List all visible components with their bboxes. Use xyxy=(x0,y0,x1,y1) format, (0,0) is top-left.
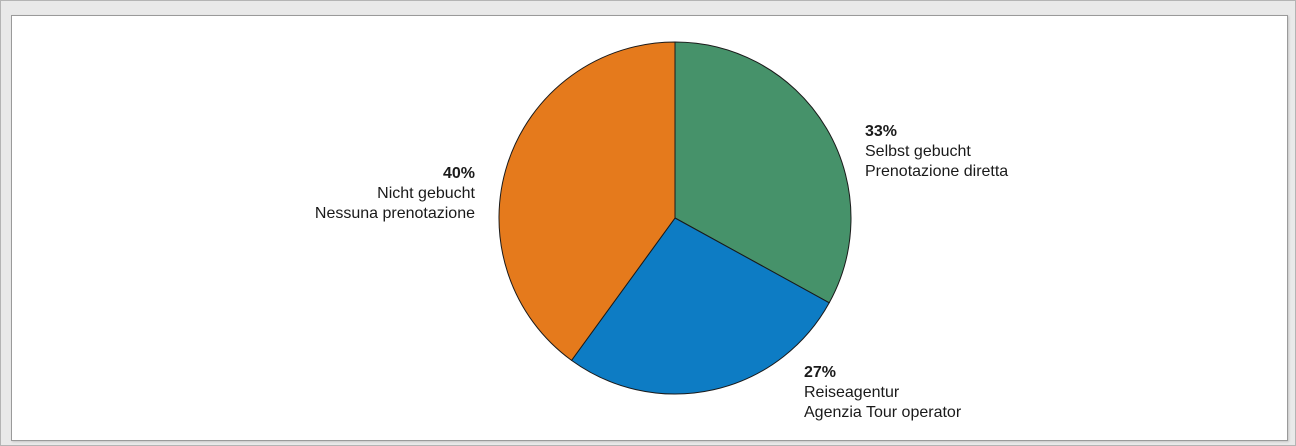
slice-label-percent: 40% xyxy=(443,165,475,182)
pie-slice-2 xyxy=(498,41,676,361)
pie-slices xyxy=(498,41,852,395)
chart-panel: 33% Selbst gebucht Prenotazione diretta … xyxy=(11,15,1288,441)
slice-label-line: Nicht gebucht xyxy=(377,185,475,202)
slice-label-line: Prenotazione diretta xyxy=(865,163,1008,180)
pie-chart: 33% Selbst gebucht Prenotazione diretta … xyxy=(315,41,1008,421)
pie-slice-0 xyxy=(674,41,852,304)
pie-labels: 33% Selbst gebucht Prenotazione diretta … xyxy=(315,123,1008,421)
slice-label-percent: 27% xyxy=(804,364,836,381)
slice-label-line: Nessuna prenotazione xyxy=(315,205,475,222)
slice-label-line: Agenzia Tour operator xyxy=(804,404,962,421)
slice-label-line: Selbst gebucht xyxy=(865,143,971,160)
slice-label-line: Reiseagentur xyxy=(804,384,900,401)
pie-slice-1 xyxy=(571,217,830,395)
slice-label-percent: 33% xyxy=(865,123,897,140)
